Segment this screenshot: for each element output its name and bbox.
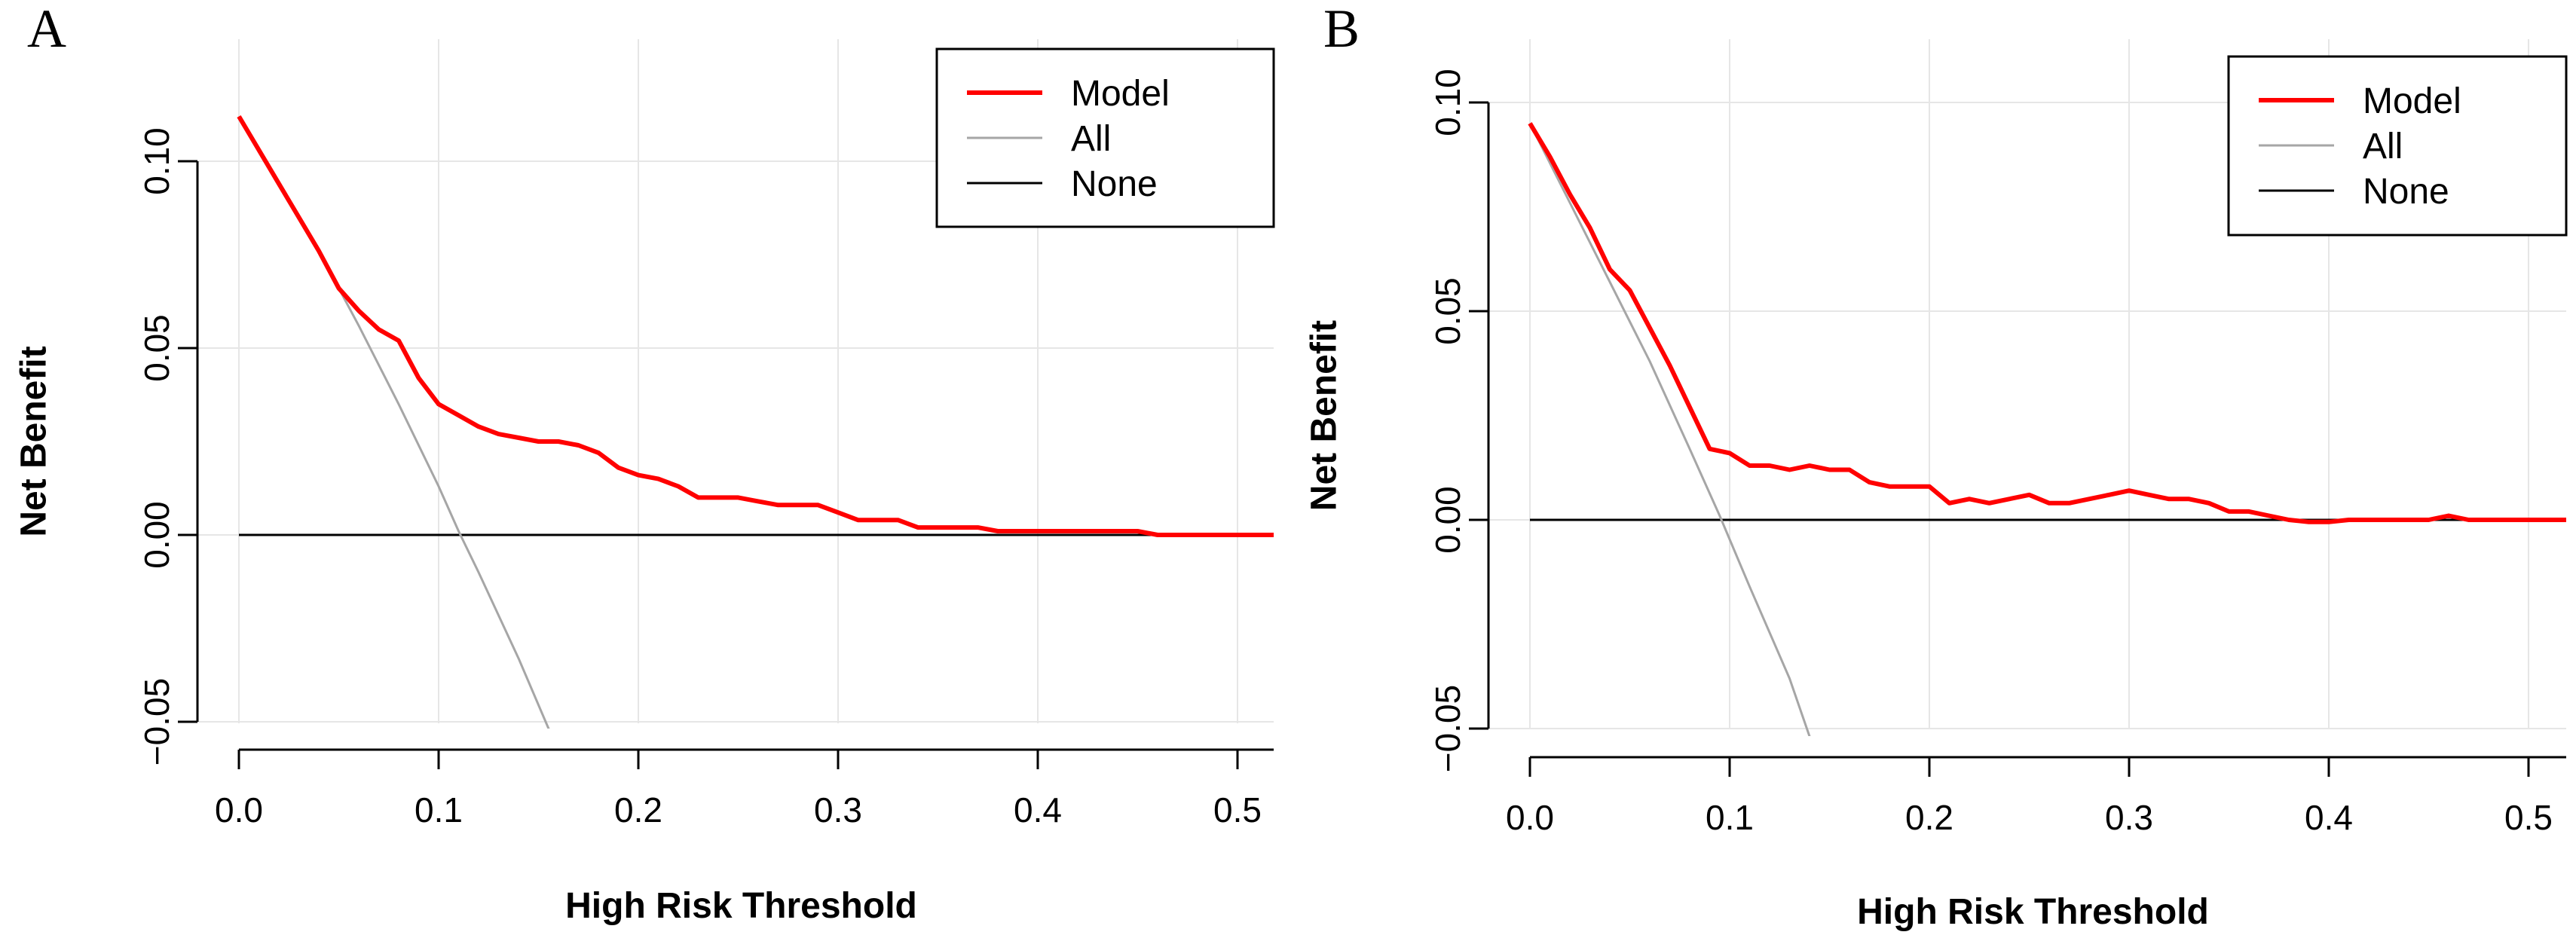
x-tick-label: 0.0 bbox=[1506, 798, 1554, 837]
x-tick-label: 0.2 bbox=[614, 790, 662, 830]
x-tick-label: 0.1 bbox=[415, 790, 463, 830]
y-axis-title: Net Benefit bbox=[1305, 320, 1345, 511]
x-tick-label: 0.5 bbox=[1213, 790, 1262, 830]
x-tick-label: 0.3 bbox=[814, 790, 862, 830]
series-line-model bbox=[1528, 122, 2566, 524]
y-axis-title: Net Benefit bbox=[14, 346, 54, 536]
y-tick-label: −0.05 bbox=[137, 678, 176, 765]
x-tick-label: 0.5 bbox=[2504, 798, 2553, 837]
x-tick-label: 0.0 bbox=[215, 790, 263, 830]
legend-label-none: None bbox=[1071, 164, 1158, 204]
y-tick-label: 0.05 bbox=[1428, 277, 1467, 345]
y-tick-label: 0.10 bbox=[1428, 69, 1467, 136]
legend-label-model: Model bbox=[2363, 81, 2461, 121]
series-line-all bbox=[1528, 123, 1811, 736]
x-tick-label: 0.3 bbox=[2105, 798, 2153, 837]
y-tick-label: 0.05 bbox=[137, 314, 176, 382]
y-tick-label: 0.10 bbox=[137, 127, 176, 195]
x-tick-label: 0.4 bbox=[1014, 790, 1062, 830]
y-tick-label: −0.05 bbox=[1428, 685, 1467, 772]
legend-label-none: None bbox=[2363, 172, 2449, 212]
panel-letter: A bbox=[27, 0, 66, 59]
x-tick-label: 0.1 bbox=[1706, 798, 1754, 837]
x-tick-label: 0.4 bbox=[2305, 798, 2353, 837]
x-axis-title: High Risk Threshold bbox=[565, 886, 917, 926]
legend-label-model: Model bbox=[1071, 74, 1170, 114]
x-tick-label: 0.2 bbox=[1905, 798, 1953, 837]
x-axis-title: High Risk Threshold bbox=[1857, 892, 2209, 932]
y-tick-label: 0.00 bbox=[137, 501, 176, 569]
legend-label-all: All bbox=[1071, 119, 1111, 159]
series-line-model bbox=[237, 115, 1274, 537]
legend-label-all: All bbox=[2363, 127, 2403, 167]
chart-panel-b: B −0.05 0.00 0.05 0.10 0.0 0.1 0.2 0.3 0.4 0.5 High… bbox=[1305, 0, 2568, 932]
panel-letter: B bbox=[1323, 0, 1360, 59]
chart-panel-a: A −0.05 0.00 0.05 0.10 0.0 0.1 0.2 0.3 0.4 0.5 High… bbox=[14, 0, 1275, 926]
y-tick-label: 0.00 bbox=[1428, 486, 1467, 554]
